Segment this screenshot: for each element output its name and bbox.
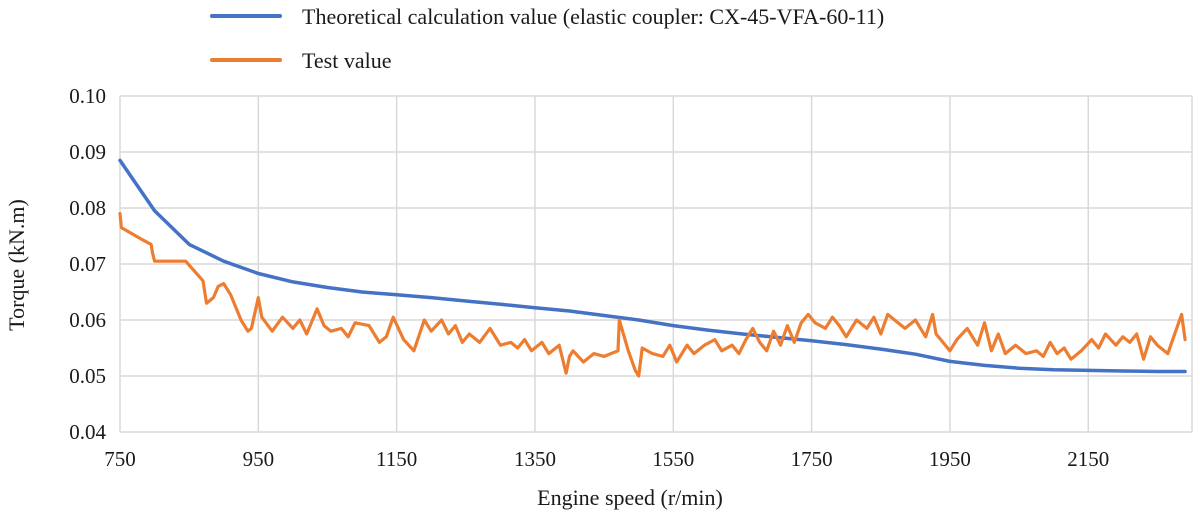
x-tick-label: 2150: [1067, 447, 1109, 471]
y-tick-label: 0.05: [69, 364, 106, 388]
series-line-theoretical: [118, 158, 1187, 374]
x-tick-label: 1950: [929, 447, 971, 471]
y-axis-title: Torque (kN.m): [4, 199, 29, 331]
x-tick-label: 1750: [791, 447, 833, 471]
tick-labels: 0.04 0.05 0.06 0.07 0.08 0.09 0.10 750 950 1150 13…: [69, 84, 1109, 471]
y-tick-label: 0.09: [69, 140, 106, 164]
y-tick-label: 0.08: [69, 196, 106, 220]
y-tick-label: 0.07: [69, 252, 106, 276]
x-tick-label: 1550: [652, 447, 694, 471]
gridlines: [119, 95, 1193, 433]
series-lines: [118, 158, 1187, 378]
x-axis-title: Engine speed (r/min): [537, 485, 723, 510]
y-tick-label: 0.04: [69, 420, 106, 444]
x-tick-label: 950: [243, 447, 275, 471]
legend-label-theoretical: Theoretical calculation value (elastic c…: [302, 4, 884, 29]
legend-label-test: Test value: [302, 48, 391, 73]
y-tick-label: 0.10: [69, 84, 106, 108]
x-tick-label: 750: [104, 447, 136, 471]
x-tick-label: 1150: [376, 447, 417, 471]
series-line-test: [118, 212, 1187, 378]
legend: Theoretical calculation value (elastic c…: [210, 4, 884, 73]
y-tick-label: 0.06: [69, 308, 106, 332]
x-tick-label: 1350: [514, 447, 556, 471]
